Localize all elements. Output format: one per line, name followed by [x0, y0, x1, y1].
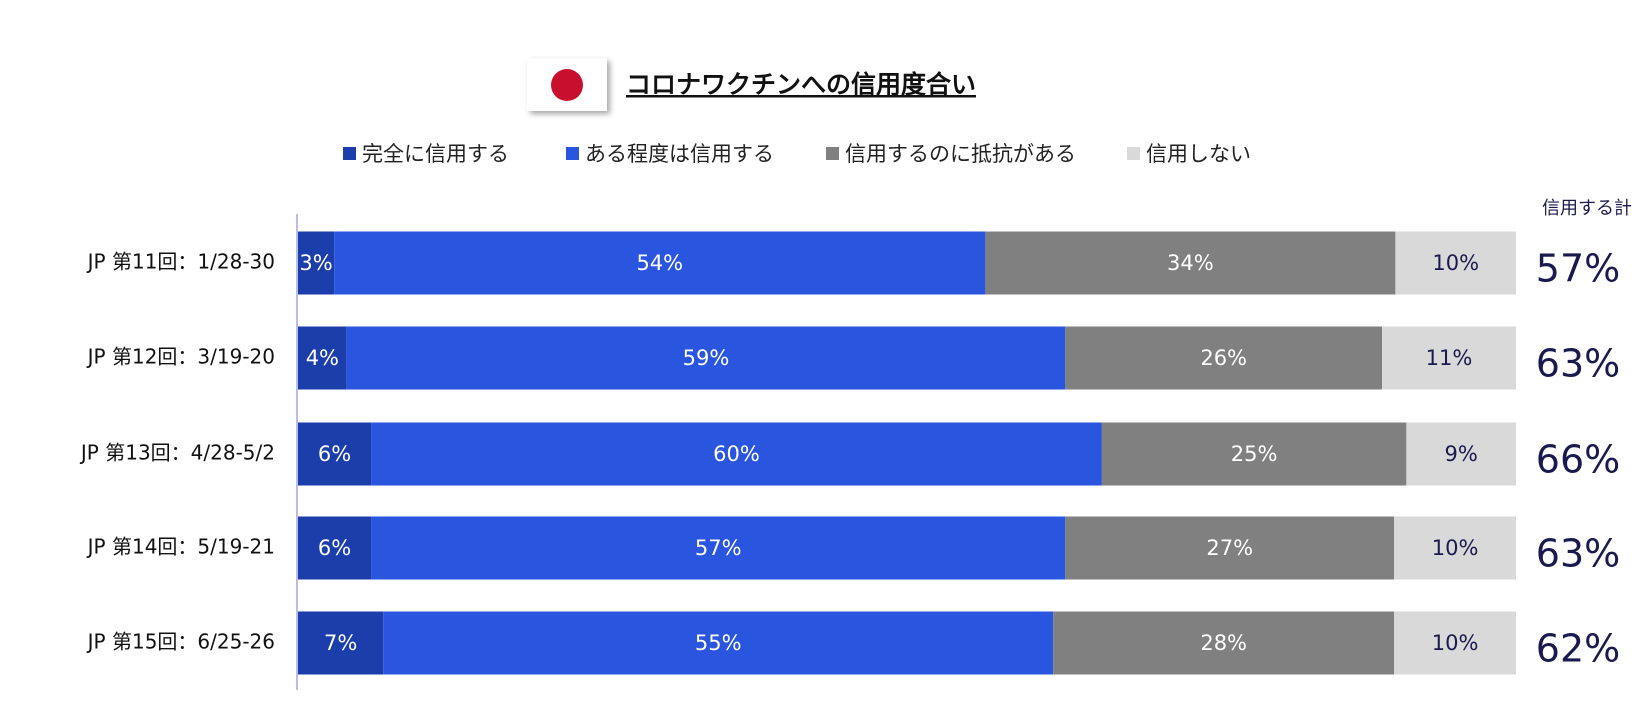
value-label: 11% [1426, 346, 1473, 370]
bar-segment [371, 516, 1066, 580]
value-label: 26% [1200, 346, 1247, 370]
value-label: 10% [1432, 631, 1479, 655]
bar-segment [383, 611, 1054, 675]
bar-segment [1101, 422, 1407, 486]
value-label: 27% [1206, 536, 1253, 560]
value-label: 54% [636, 251, 683, 275]
bar-segment [1065, 516, 1395, 580]
value-label: 60% [713, 442, 760, 466]
legend-swatch [566, 147, 579, 160]
bar-segment [298, 231, 335, 295]
value-label: 55% [695, 631, 742, 655]
value-label: 10% [1432, 251, 1479, 275]
bar-segment [985, 231, 1396, 295]
bar-segment [1394, 611, 1516, 675]
category-label: JP 第13回：4/28-5/2 [79, 441, 275, 465]
total-value: 63% [1536, 532, 1620, 576]
bar-segment [371, 422, 1102, 486]
flag-sun [551, 69, 583, 101]
totals-header: 信用する計 [1542, 198, 1632, 219]
value-label: 57% [695, 536, 742, 560]
total-value: 63% [1536, 342, 1620, 386]
value-label: 59% [683, 346, 730, 370]
legend-swatch [343, 147, 356, 160]
bar-segment [298, 516, 372, 580]
legend-label: 信用しない [1146, 142, 1251, 166]
bar-segment [298, 422, 372, 486]
legend-label: 完全に信用する [362, 142, 509, 166]
category-label: JP 第12回：3/19-20 [86, 345, 275, 369]
value-label: 28% [1200, 631, 1247, 655]
value-label: 6% [318, 536, 351, 560]
bar-segment [1053, 611, 1395, 675]
legend-label: 信用するのに抵抗がある [845, 142, 1076, 166]
value-label: 4% [306, 346, 339, 370]
bar-segment [1065, 326, 1383, 390]
value-label: 7% [324, 631, 357, 655]
value-label: 25% [1231, 442, 1278, 466]
value-label: 10% [1432, 536, 1479, 560]
chart-title: コロナワクチンへの信用度合い [626, 70, 976, 99]
bar-segment [1382, 326, 1516, 390]
value-label: 3% [299, 251, 332, 275]
category-label: JP 第15回：6/25-26 [86, 630, 275, 654]
category-label: JP 第14回：5/19-21 [86, 535, 275, 559]
bar-segment [298, 326, 347, 390]
legend-label: ある程度は信用する [585, 142, 774, 166]
total-value: 62% [1536, 627, 1620, 671]
value-label: 6% [318, 442, 351, 466]
total-value: 57% [1536, 247, 1620, 291]
value-label: 9% [1445, 442, 1478, 466]
bar-segment [1394, 516, 1516, 580]
bar-segment [334, 231, 986, 295]
bar-segment [1406, 422, 1516, 486]
legend-swatch [1127, 147, 1140, 160]
bar-segment [346, 326, 1066, 390]
legend-swatch [826, 147, 839, 160]
total-value: 66% [1536, 438, 1620, 482]
value-label: 34% [1167, 251, 1214, 275]
bar-segment [1395, 231, 1516, 295]
category-label: JP 第11回：1/28-30 [86, 250, 275, 274]
bar-segment [298, 611, 384, 675]
